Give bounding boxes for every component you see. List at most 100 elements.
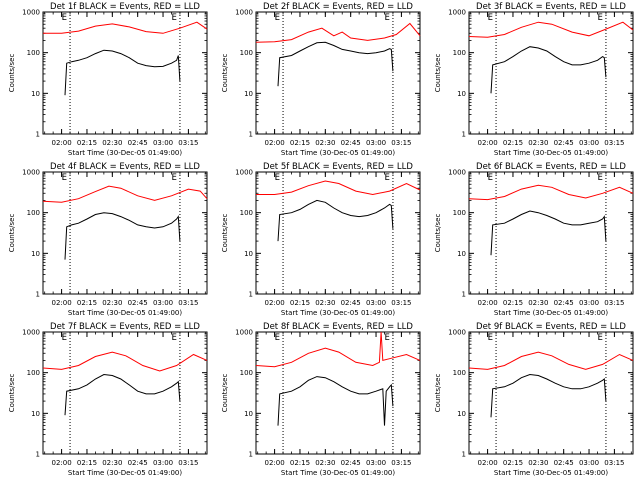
y-tick-label: 100 [27, 369, 40, 377]
series-line-events [64, 373, 181, 416]
detector-panel-4: Det 4f BLACK = Events, RED = LLD 1 10 100 10… [0, 160, 213, 320]
x-tick-label: 02:15 [77, 459, 97, 467]
series-line-events [277, 199, 394, 242]
series-line-lld [255, 331, 421, 368]
y-tick-label: 100 [27, 209, 40, 217]
x-tick-label: 02:30 [102, 459, 122, 467]
y-tick-label: 100 [453, 209, 466, 217]
y-axis-label: Counts/sec [221, 54, 229, 93]
y-tick-label: 1 [36, 451, 40, 459]
event-marker-label: E [275, 173, 280, 183]
x-tick-label: 02:00 [52, 459, 72, 467]
y-tick-label: 10 [457, 410, 466, 418]
x-tick-label: 02:15 [503, 459, 523, 467]
y-axis-label: Counts/sec [434, 214, 442, 253]
event-marker-label: E [62, 333, 67, 343]
x-tick-label: 02:00 [478, 139, 498, 147]
x-axis-label: Start Time (30-Dec-05 01:49:00) [68, 149, 182, 157]
detector-panel-7: Det 7f BLACK = Events, RED = LLD 1 10 100 10… [0, 320, 213, 480]
y-tick-label: 1 [462, 291, 466, 299]
x-tick-label: 02:45 [554, 139, 574, 147]
y-tick-label: 10 [244, 90, 253, 98]
y-axis-label: Counts/sec [221, 374, 229, 413]
event-marker-label: E [62, 173, 67, 183]
detector-panel-3: Det 3f BLACK = Events, RED = LLD 1 10 100 10… [426, 0, 639, 160]
x-tick-label: 03:00 [366, 139, 386, 147]
x-tick-label: 02:00 [478, 459, 498, 467]
detector-panel-2: Det 2f BLACK = Events, RED = LLD 1 10 100 10… [213, 0, 426, 160]
event-marker-label: E [598, 333, 603, 343]
y-tick-label: 1000 [448, 329, 466, 337]
y-tick-label: 1000 [235, 9, 253, 17]
x-tick-label: 03:15 [604, 299, 624, 307]
event-marker-label: E [598, 173, 603, 183]
y-tick-label: 10 [31, 90, 40, 98]
chart-svg: Det 8f BLACK = Events, RED = LLD 1 10 100 10… [221, 322, 421, 477]
plot-frame [255, 331, 421, 455]
y-tick-label: 100 [240, 209, 253, 217]
y-tick-label: 100 [453, 49, 466, 57]
y-tick-label: 1 [249, 291, 253, 299]
x-tick-label: 02:00 [265, 459, 285, 467]
x-tick-label: 02:00 [52, 299, 72, 307]
chart-svg: Det 2f BLACK = Events, RED = LLD 1 10 100 10… [221, 2, 421, 157]
chart-svg: Det 6f BLACK = Events, RED = LLD 1 10 100 10… [434, 162, 634, 317]
y-axis-label: Counts/sec [434, 54, 442, 93]
x-tick-label: 02:45 [128, 299, 148, 307]
x-axis-label: Start Time (30-Dec-05 01:49:00) [68, 309, 182, 317]
event-marker-label: E [385, 173, 390, 183]
y-tick-label: 1000 [235, 169, 253, 177]
series-line-events [64, 49, 181, 96]
x-tick-label: 03:00 [153, 459, 173, 467]
y-tick-label: 1 [462, 451, 466, 459]
y-tick-label: 1000 [448, 169, 466, 177]
x-tick-label: 02:45 [554, 299, 574, 307]
panel-title: Det 4f BLACK = Events, RED = LLD [50, 162, 200, 172]
x-tick-label: 03:15 [391, 459, 411, 467]
y-tick-label: 1 [249, 451, 253, 459]
x-tick-label: 03:00 [153, 299, 173, 307]
y-tick-label: 100 [453, 369, 466, 377]
panel-title: Det 7f BLACK = Events, RED = LLD [50, 322, 200, 332]
series-line-events [490, 373, 607, 418]
chart-svg: Det 1f BLACK = Events, RED = LLD 1 10 100 10… [8, 2, 208, 157]
series-line-lld [42, 351, 208, 372]
x-tick-label: 02:30 [102, 139, 122, 147]
plot-frame [468, 331, 634, 455]
x-tick-label: 02:30 [315, 459, 335, 467]
chart-svg: Det 9f BLACK = Events, RED = LLD 1 10 100 10… [434, 322, 634, 477]
chart-svg: Det 3f BLACK = Events, RED = LLD 1 10 100 10… [434, 2, 634, 157]
x-tick-label: 02:45 [341, 299, 361, 307]
detector-panel-1: Det 1f BLACK = Events, RED = LLD 1 10 100 10… [0, 0, 213, 160]
event-marker-label: E [172, 13, 177, 23]
y-tick-label: 100 [27, 49, 40, 57]
x-tick-label: 02:30 [315, 139, 335, 147]
y-tick-label: 100 [240, 369, 253, 377]
x-tick-label: 02:30 [102, 299, 122, 307]
plot-frame [42, 171, 208, 295]
y-tick-label: 1000 [22, 169, 40, 177]
y-tick-label: 1 [36, 291, 40, 299]
x-axis-label: Start Time (30-Dec-05 01:49:00) [281, 149, 395, 157]
event-marker-label: E [62, 13, 67, 23]
x-tick-label: 02:15 [290, 139, 310, 147]
event-marker-label: E [385, 13, 390, 23]
series-line-events [490, 210, 607, 256]
x-tick-label: 02:45 [128, 459, 148, 467]
panel-title: Det 3f BLACK = Events, RED = LLD [476, 2, 626, 12]
x-axis-label: Start Time (30-Dec-05 01:49:00) [494, 149, 608, 157]
x-tick-label: 02:15 [290, 459, 310, 467]
x-tick-label: 02:15 [503, 299, 523, 307]
x-tick-label: 03:00 [366, 299, 386, 307]
x-tick-label: 02:30 [528, 139, 548, 147]
x-tick-label: 02:15 [77, 139, 97, 147]
series-line-lld [468, 351, 634, 370]
series-line-events [277, 376, 394, 426]
series-line-events [490, 46, 607, 94]
series-line-lld [42, 185, 208, 203]
x-tick-label: 02:45 [554, 459, 574, 467]
x-tick-label: 03:00 [579, 139, 599, 147]
x-tick-label: 02:30 [528, 299, 548, 307]
x-axis-label: Start Time (30-Dec-05 01:49:00) [281, 309, 395, 317]
